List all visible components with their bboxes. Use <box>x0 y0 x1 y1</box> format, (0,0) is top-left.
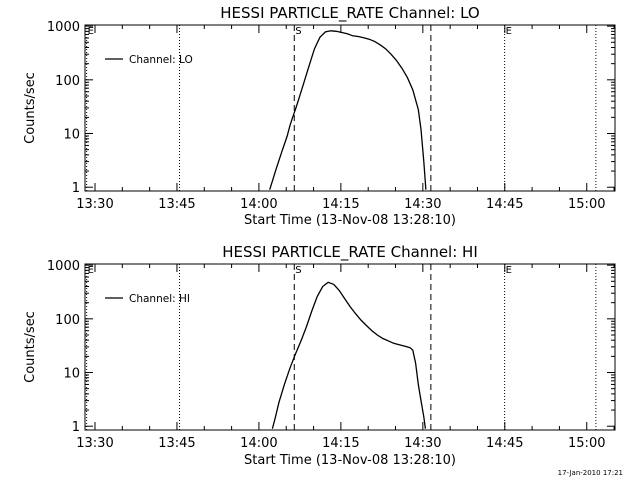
x-tick-label: 14:30 <box>404 197 441 212</box>
x-tick-label: 13:30 <box>76 436 113 451</box>
y-tick-label: 1 <box>72 181 80 196</box>
x-tick-label: 14:00 <box>240 197 277 212</box>
y-tick-label: 10 <box>63 367 80 382</box>
x-tick-label: 15:00 <box>568 197 605 212</box>
y-tick-label: 100 <box>55 74 80 89</box>
chart-panel-lo: HESSI PARTICLE_RATE Channel: LO 1 10 100 100… <box>23 4 616 228</box>
marker-label: E <box>506 26 512 37</box>
series-line <box>271 281 427 429</box>
x-tick-label: 14:15 <box>322 197 359 212</box>
chart-title: HESSI PARTICLE_RATE Channel: LO <box>220 4 479 23</box>
y-tick-label: 1 <box>72 420 80 435</box>
y-axis-label: Counts/sec <box>23 311 38 383</box>
series-line <box>269 30 427 190</box>
x-tick-label: 13:45 <box>158 436 195 451</box>
marker-label: S <box>295 26 301 37</box>
x-tick-label: 14:00 <box>240 436 277 451</box>
marker-label: E <box>506 265 512 276</box>
marker-label: S <box>295 265 301 276</box>
timestamp-label: 17-Jan-2010 17:21 <box>558 469 623 477</box>
marker-label: E <box>88 26 94 37</box>
x-tick-label: 14:45 <box>486 436 523 451</box>
y-tick-label: 100 <box>55 313 80 328</box>
x-tick-label: 15:00 <box>568 436 605 451</box>
y-tick-label: 1000 <box>47 259 80 274</box>
plot-frame <box>84 24 616 192</box>
x-tick-label: 14:30 <box>404 436 441 451</box>
plot-frame <box>84 263 616 431</box>
legend-label: Channel: HI <box>129 293 190 305</box>
y-tick-label: 1000 <box>47 20 80 35</box>
x-tick-label: 14:15 <box>322 436 359 451</box>
x-tick-label: 13:30 <box>76 197 113 212</box>
chart-panel-hi: HESSI PARTICLE_RATE Channel: HI 1 10 100 100… <box>23 243 616 468</box>
x-axis-label: Start Time (13-Nov-08 13:28:10) <box>244 213 456 228</box>
x-axis-label: Start Time (13-Nov-08 13:28:10) <box>244 453 456 468</box>
y-axis-label: Counts/sec <box>23 72 38 144</box>
chart-title: HESSI PARTICLE_RATE Channel: HI <box>222 243 478 262</box>
marker-label: E <box>88 265 94 276</box>
x-tick-label: 13:45 <box>158 197 195 212</box>
x-tick-label: 14:45 <box>486 197 523 212</box>
y-tick-label: 10 <box>63 128 80 143</box>
legend-label: Channel: LO <box>129 54 193 66</box>
